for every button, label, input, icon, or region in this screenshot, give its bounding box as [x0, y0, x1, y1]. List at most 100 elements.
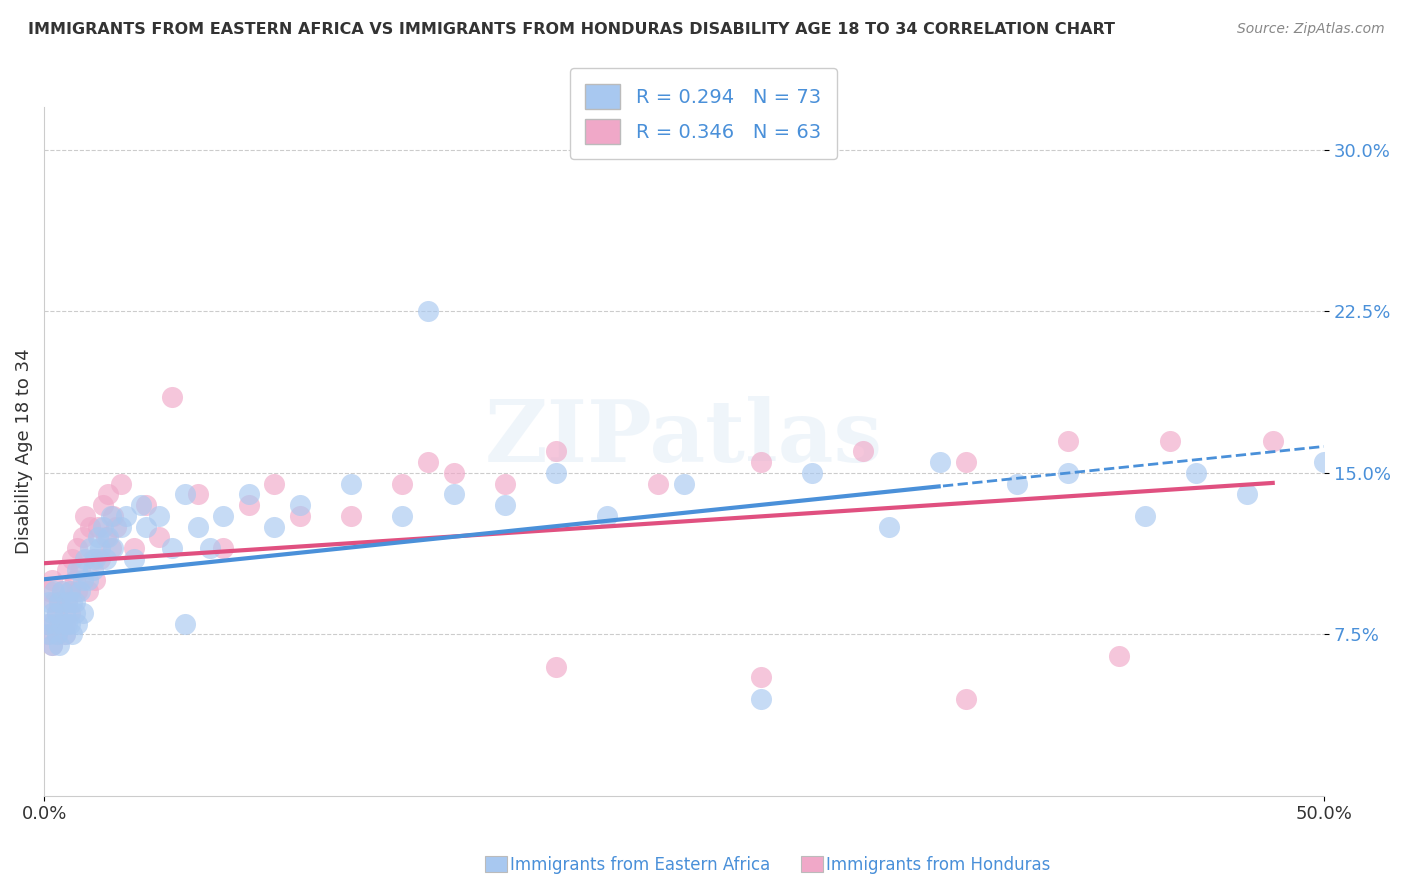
Point	[1236, 487, 1258, 501]
Point	[288, 498, 311, 512]
Point	[66, 616, 89, 631]
Point	[79, 541, 101, 556]
Point	[48, 638, 70, 652]
Point	[340, 508, 363, 523]
Point	[48, 595, 70, 609]
Point	[122, 552, 145, 566]
Point	[100, 541, 122, 556]
Point	[66, 563, 89, 577]
Point	[416, 304, 439, 318]
Point	[852, 444, 875, 458]
Legend: R = 0.294   N = 73, R = 0.346   N = 63: R = 0.294 N = 73, R = 0.346 N = 63	[569, 69, 837, 159]
Point	[801, 466, 824, 480]
Point	[44, 584, 66, 599]
Point	[263, 476, 285, 491]
Point	[955, 455, 977, 469]
Point	[110, 476, 132, 491]
Point	[44, 616, 66, 631]
Point	[51, 584, 73, 599]
Point	[1005, 476, 1028, 491]
Point	[187, 519, 209, 533]
Point	[51, 584, 73, 599]
Point	[89, 541, 111, 556]
Point	[443, 487, 465, 501]
Point	[45, 627, 67, 641]
Point	[110, 519, 132, 533]
Point	[60, 627, 83, 641]
Point	[38, 584, 60, 599]
Point	[97, 487, 120, 501]
Point	[212, 508, 235, 523]
Text: Immigrants from Honduras: Immigrants from Honduras	[827, 856, 1050, 874]
Point	[75, 508, 97, 523]
Point	[72, 606, 94, 620]
Point	[94, 530, 117, 544]
Point	[100, 508, 122, 523]
Point	[494, 476, 516, 491]
Point	[56, 563, 79, 577]
Point	[59, 616, 82, 631]
Point	[82, 563, 104, 577]
Point	[38, 595, 60, 609]
Point	[122, 541, 145, 556]
Point	[76, 574, 98, 588]
Point	[84, 574, 107, 588]
Point	[66, 541, 89, 556]
Point	[544, 444, 567, 458]
Point	[69, 563, 91, 577]
Point	[1133, 508, 1156, 523]
Point	[238, 498, 260, 512]
Point	[91, 519, 114, 533]
Point	[1313, 455, 1336, 469]
Point	[391, 476, 413, 491]
Point	[1057, 434, 1080, 448]
Point	[173, 616, 195, 631]
Point	[63, 595, 86, 609]
Text: IMMIGRANTS FROM EASTERN AFRICA VS IMMIGRANTS FROM HONDURAS DISABILITY AGE 18 TO : IMMIGRANTS FROM EASTERN AFRICA VS IMMIGR…	[28, 22, 1115, 37]
Point	[59, 606, 82, 620]
Point	[48, 595, 70, 609]
Point	[647, 476, 669, 491]
Point	[340, 476, 363, 491]
Text: Source: ZipAtlas.com: Source: ZipAtlas.com	[1237, 22, 1385, 37]
Point	[38, 627, 60, 641]
Point	[1159, 434, 1181, 448]
Point	[160, 391, 183, 405]
Point	[494, 498, 516, 512]
Point	[87, 519, 110, 533]
Point	[41, 638, 63, 652]
Point	[35, 627, 58, 641]
Point	[53, 627, 76, 641]
Point	[443, 466, 465, 480]
Point	[955, 692, 977, 706]
Point	[89, 552, 111, 566]
Point	[1185, 466, 1208, 480]
Point	[212, 541, 235, 556]
Point	[53, 606, 76, 620]
Point	[135, 498, 157, 512]
Point	[416, 455, 439, 469]
Point	[749, 455, 772, 469]
Point	[48, 616, 70, 631]
Point	[160, 541, 183, 556]
Y-axis label: Disability Age 18 to 34: Disability Age 18 to 34	[15, 349, 32, 554]
Point	[672, 476, 695, 491]
Point	[76, 584, 98, 599]
Point	[72, 530, 94, 544]
Point	[97, 530, 120, 544]
Point	[1261, 434, 1284, 448]
Point	[263, 519, 285, 533]
Point	[187, 487, 209, 501]
Point	[391, 508, 413, 523]
Point	[148, 508, 170, 523]
Point	[544, 466, 567, 480]
Point	[75, 552, 97, 566]
Point	[173, 487, 195, 501]
Point	[53, 616, 76, 631]
Point	[544, 659, 567, 673]
Point	[59, 584, 82, 599]
Point	[200, 541, 222, 556]
Point	[749, 692, 772, 706]
Point	[66, 584, 89, 599]
Point	[238, 487, 260, 501]
